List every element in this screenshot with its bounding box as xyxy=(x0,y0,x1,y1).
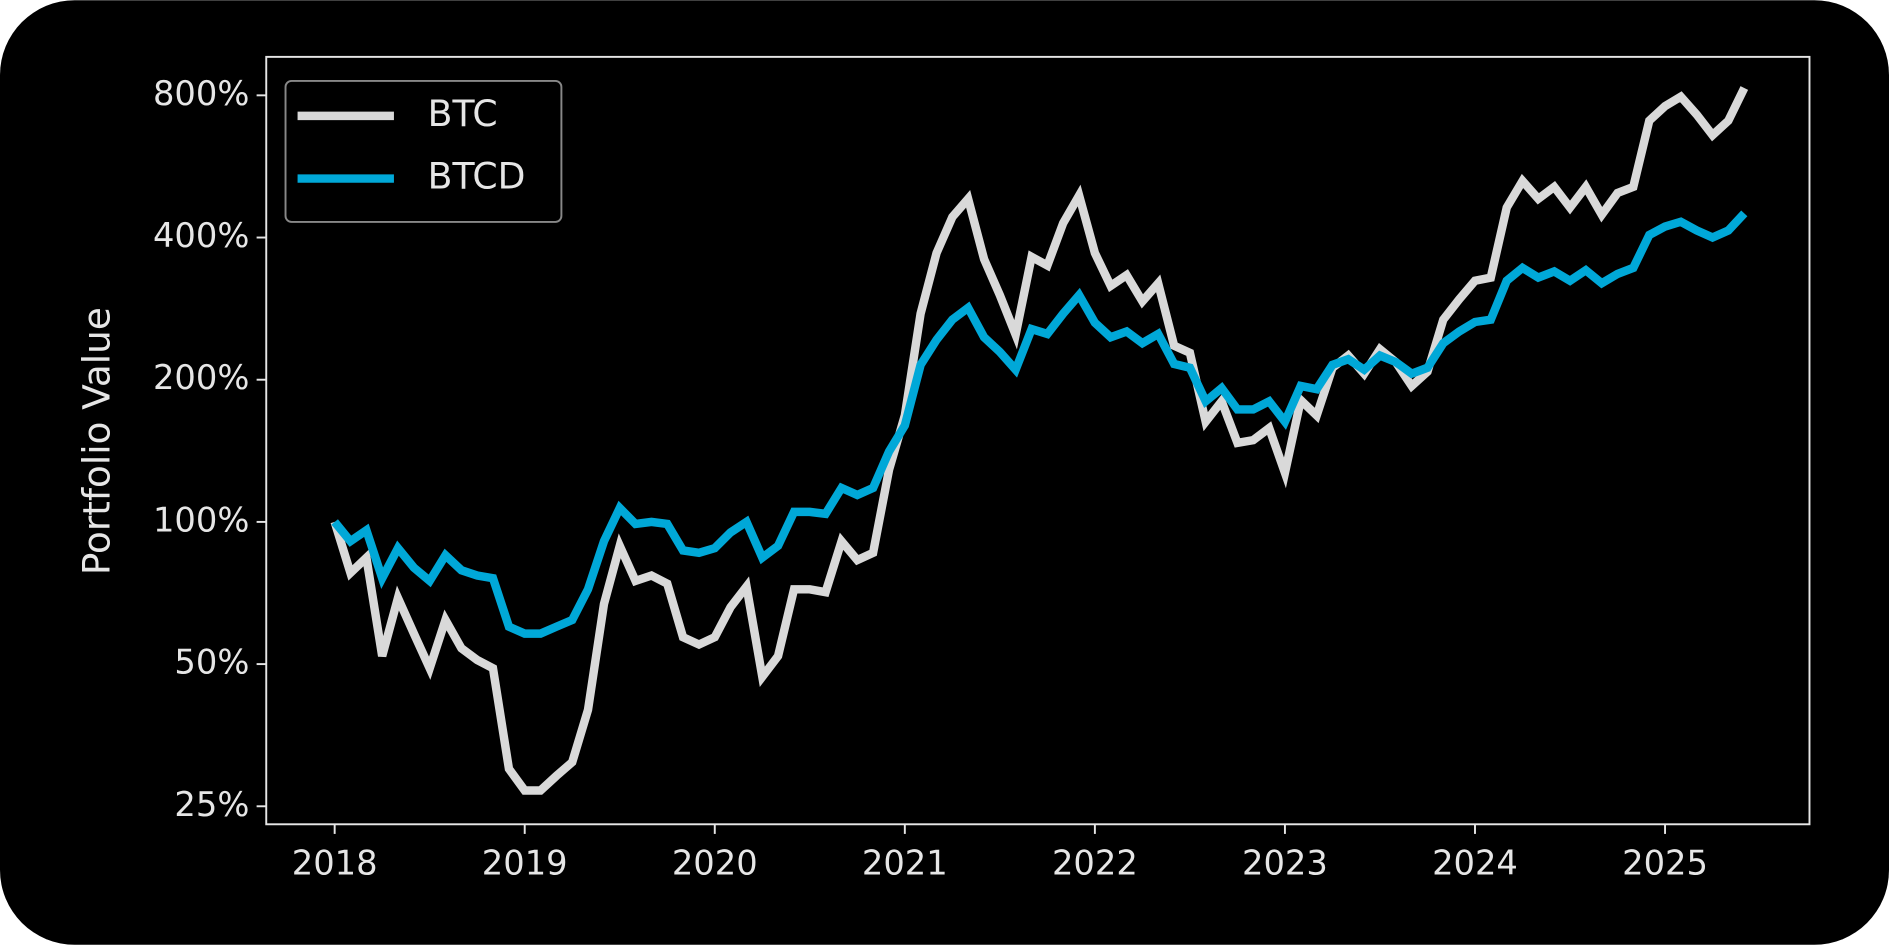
x-tick-label: 2023 xyxy=(1242,844,1328,883)
y-axis-label: Portfolio Value xyxy=(74,307,118,575)
x-tick-label: 2018 xyxy=(292,844,378,883)
line-series xyxy=(331,210,1748,638)
legend-box xyxy=(284,80,563,223)
x-tick-label: 2019 xyxy=(482,844,568,883)
y-tick-label: 400% xyxy=(153,216,249,255)
line-series xyxy=(330,86,1749,795)
legend-label: BTC xyxy=(428,92,498,135)
x-tick-label: 2021 xyxy=(862,844,948,883)
legend-label: BTCD xyxy=(428,155,526,198)
plot-frame xyxy=(265,55,1811,826)
y-tick-label: 100% xyxy=(153,500,249,539)
y-tick-label: 200% xyxy=(153,358,249,397)
x-tick-label: 2022 xyxy=(1052,844,1138,883)
x-tick-label: 2025 xyxy=(1622,844,1708,883)
y-tick-label: 25% xyxy=(174,785,249,824)
x-tick-label: 2020 xyxy=(672,844,758,883)
y-tick-label: 800% xyxy=(153,74,249,113)
y-tick-label: 50% xyxy=(174,643,249,682)
x-tick-label: 2024 xyxy=(1432,844,1518,883)
